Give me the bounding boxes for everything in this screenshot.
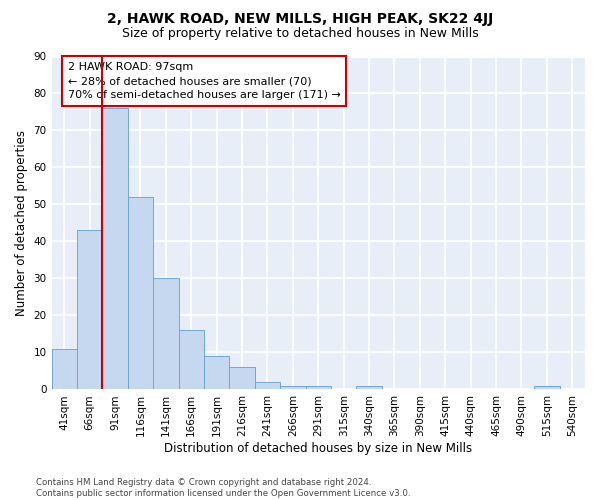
Bar: [534, 386, 560, 390]
Bar: [356, 386, 382, 390]
Text: Size of property relative to detached houses in New Mills: Size of property relative to detached ho…: [122, 28, 478, 40]
Bar: [128, 197, 153, 390]
Bar: [77, 230, 103, 390]
Bar: [204, 356, 229, 390]
X-axis label: Distribution of detached houses by size in New Mills: Distribution of detached houses by size …: [164, 442, 472, 455]
Bar: [280, 386, 305, 390]
Bar: [153, 278, 179, 390]
Bar: [229, 368, 255, 390]
Bar: [179, 330, 204, 390]
Bar: [305, 386, 331, 390]
Y-axis label: Number of detached properties: Number of detached properties: [15, 130, 28, 316]
Text: Contains HM Land Registry data © Crown copyright and database right 2024.
Contai: Contains HM Land Registry data © Crown c…: [36, 478, 410, 498]
Bar: [52, 349, 77, 390]
Bar: [255, 382, 280, 390]
Bar: [103, 108, 128, 390]
Text: 2, HAWK ROAD, NEW MILLS, HIGH PEAK, SK22 4JJ: 2, HAWK ROAD, NEW MILLS, HIGH PEAK, SK22…: [107, 12, 493, 26]
Text: 2 HAWK ROAD: 97sqm
← 28% of detached houses are smaller (70)
70% of semi-detache: 2 HAWK ROAD: 97sqm ← 28% of detached hou…: [68, 62, 341, 100]
